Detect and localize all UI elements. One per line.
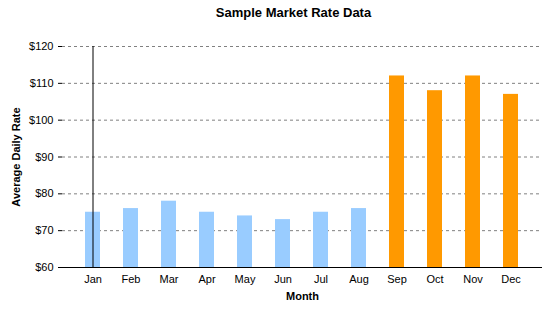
svg-text:Sep: Sep bbox=[387, 273, 407, 285]
svg-text:May: May bbox=[235, 273, 256, 285]
svg-text:$80: $80 bbox=[35, 187, 53, 199]
svg-text:Jul: Jul bbox=[314, 273, 328, 285]
svg-text:Jan: Jan bbox=[84, 273, 102, 285]
svg-text:Feb: Feb bbox=[122, 273, 141, 285]
svg-text:Apr: Apr bbox=[198, 273, 215, 285]
svg-text:Dec: Dec bbox=[501, 273, 521, 285]
svg-text:$70: $70 bbox=[35, 224, 53, 236]
svg-text:$120: $120 bbox=[29, 40, 53, 52]
svg-text:$110: $110 bbox=[30, 77, 54, 89]
svg-text:Mar: Mar bbox=[160, 273, 179, 285]
svg-text:Aug: Aug bbox=[349, 273, 369, 285]
svg-text:Month: Month bbox=[286, 290, 319, 302]
svg-text:Nov: Nov bbox=[463, 273, 483, 285]
svg-text:Average Daily Rate: Average Daily Rate bbox=[10, 107, 22, 206]
svg-text:$60: $60 bbox=[35, 261, 53, 273]
svg-text:$100: $100 bbox=[29, 114, 53, 126]
svg-text:$90: $90 bbox=[35, 151, 53, 163]
html-text:Sample Market Rate Data: Sample Market Rate Data bbox=[215, 5, 372, 20]
svg-text:Oct: Oct bbox=[426, 273, 443, 285]
svg-text:Jun: Jun bbox=[274, 273, 292, 285]
